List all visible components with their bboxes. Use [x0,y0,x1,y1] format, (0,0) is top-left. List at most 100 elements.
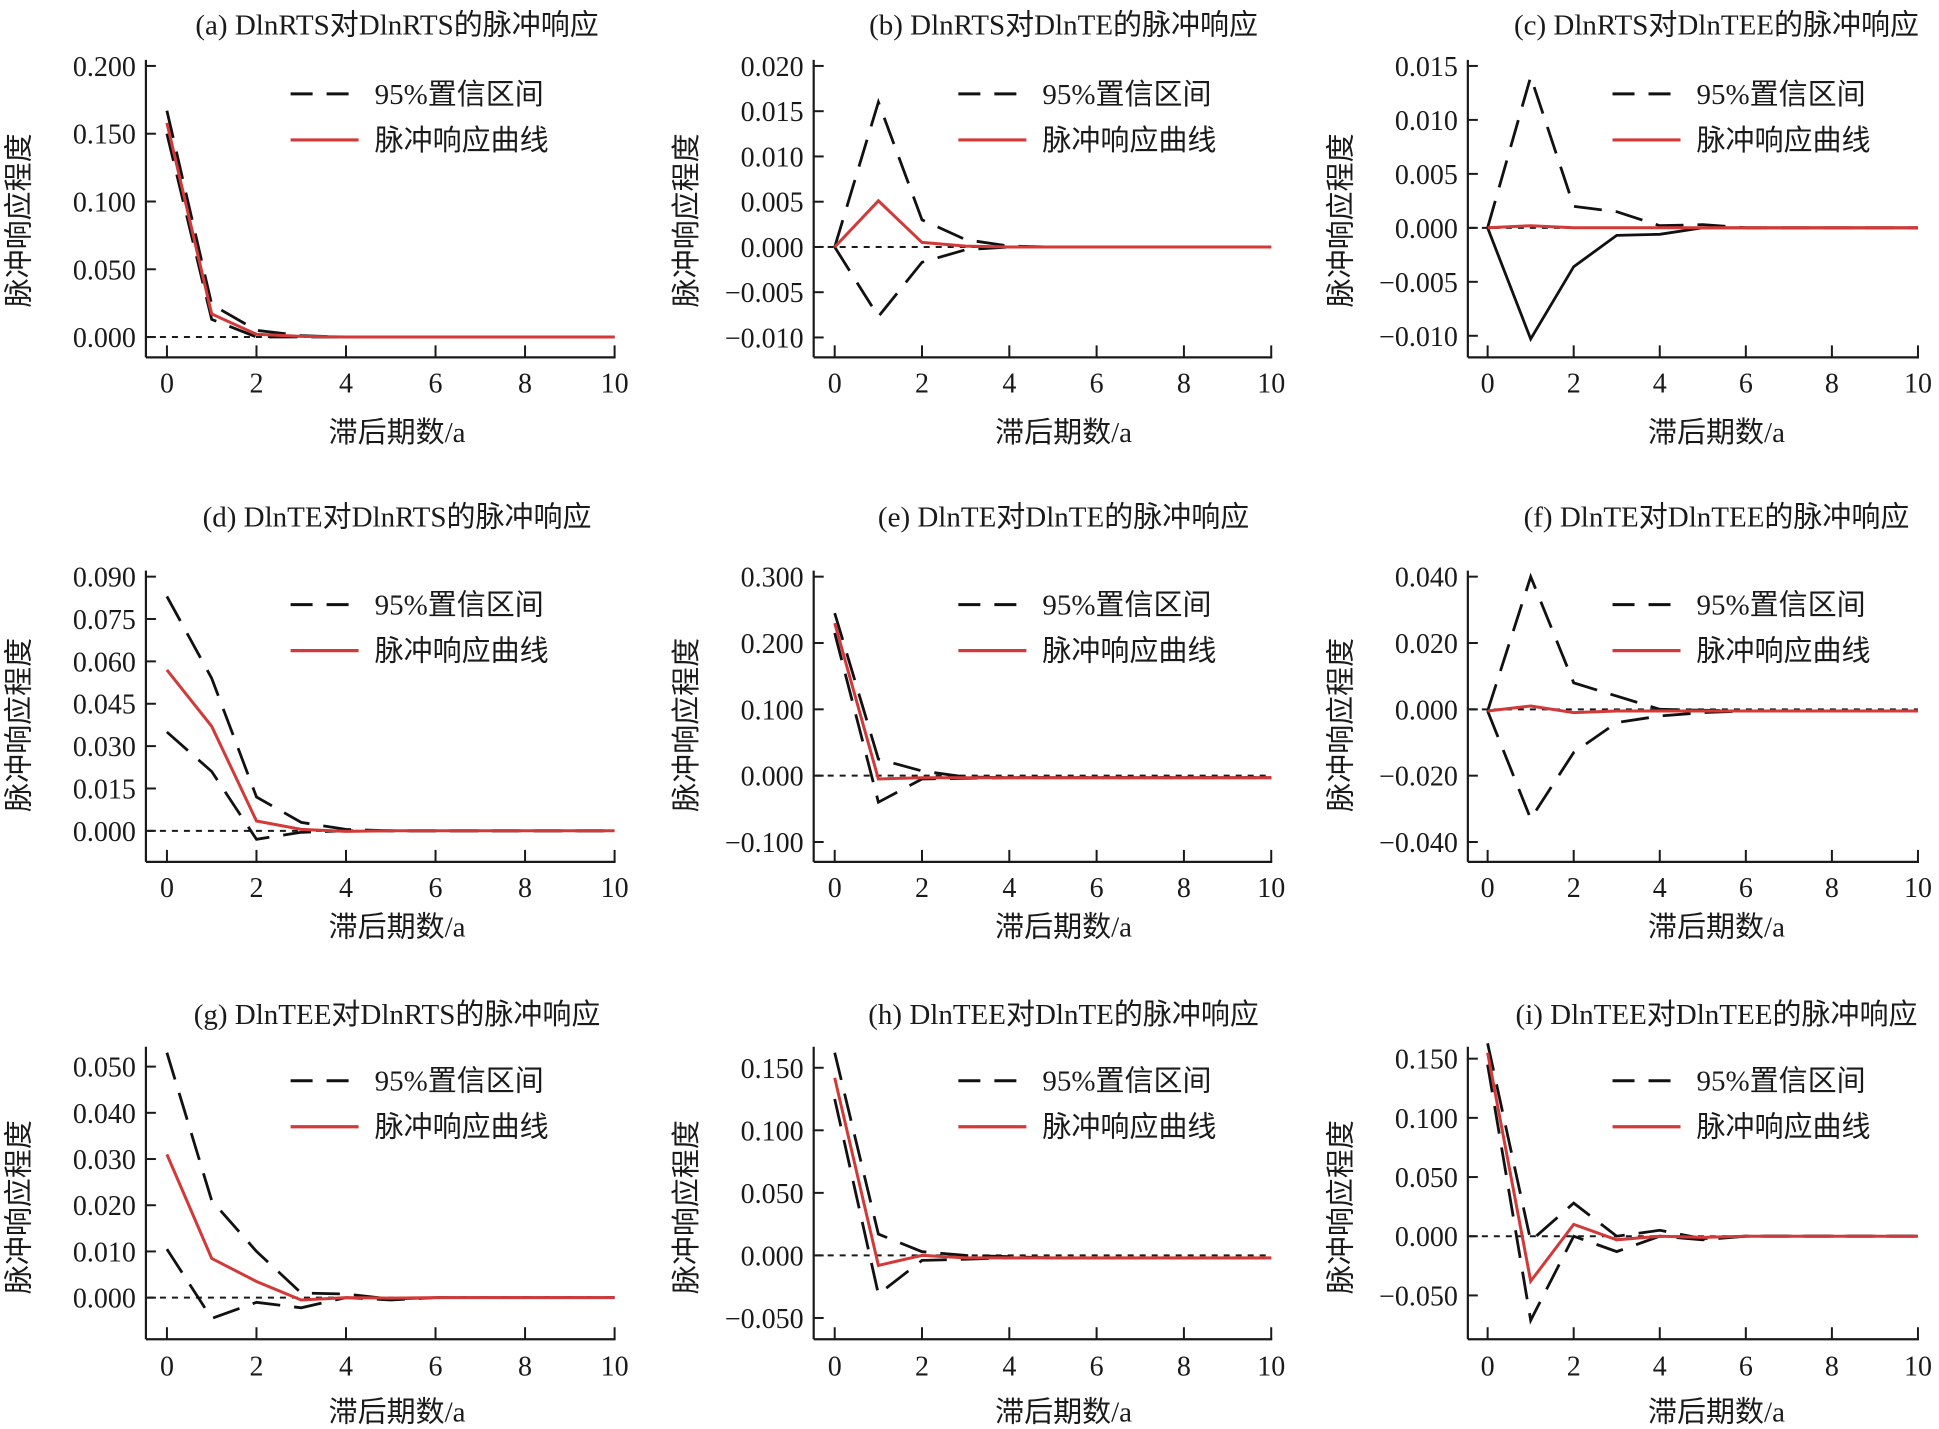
y-tick-label: 0.075 [73,605,136,636]
x-tick-label: 8 [518,873,532,904]
legend-irf-label: 脉冲响应曲线 [1697,124,1871,157]
panel-title: (e) DlnTE对DlnTE的脉冲响应 [878,501,1249,534]
y-tick-label: 0.060 [73,647,136,678]
y-tick-label: 0.200 [73,52,136,83]
x-tick-label: 8 [518,368,532,399]
ci-lower-line [165,1248,615,1321]
y-tick-label: 0.040 [73,1099,136,1130]
x-tick-label: 6 [1739,368,1753,399]
x-tick-label: 0 [828,368,842,399]
x-tick-label: 6 [1090,1351,1104,1382]
x-tick-label: 0 [160,873,174,904]
y-axis-label: 脉冲响应程度 [670,133,703,307]
x-tick-label: 8 [1177,368,1191,399]
x-tick-label: 2 [1567,368,1581,399]
legend-ci-label: 95%置信区间 [1042,1065,1211,1098]
y-tick-label: 0.015 [1395,52,1458,83]
x-tick-label: 2 [249,1351,263,1382]
y-tick-label: 0.020 [741,52,804,83]
panel-title: (a) DlnRTS对DlnRTS的脉冲响应 [195,9,598,42]
y-tick-label: 0.000 [73,817,136,848]
y-tick-label: −0.005 [725,278,804,309]
y-tick-label: 0.100 [1395,1104,1458,1135]
x-tick-label: 2 [915,368,929,399]
legend-ci-label: 95%置信区间 [375,78,544,111]
x-tick-label: 10 [1257,1351,1285,1382]
ci-lower-line [1486,1064,1918,1325]
y-tick-label: 0.000 [741,762,804,793]
y-tick-label: 0.050 [1395,1163,1458,1194]
y-tick-label: 0.050 [741,1179,804,1210]
x-tick-label: 0 [1481,368,1495,399]
legend-irf-label: 脉冲响应曲线 [1697,635,1871,668]
legend-ci-label: 95%置信区间 [375,1065,544,1098]
panel-title: (h) DlnTEE对DlnTE的脉冲响应 [868,998,1259,1031]
irf-line [1486,1052,1918,1285]
y-tick-label: 0.015 [741,97,804,128]
series-group [165,595,615,841]
y-tick-label: 0.150 [73,120,136,151]
irf-line [165,1153,615,1302]
x-tick-label: 2 [915,873,929,904]
y-tick-label: 0.050 [73,1053,136,1084]
x-tick-label: 8 [1825,368,1839,399]
y-tick-label: 0.100 [741,695,804,726]
legend-ci-label: 95%置信区间 [375,589,544,622]
x-tick-label: 4 [1002,1351,1016,1382]
y-tick-label: −0.100 [725,828,804,859]
panel-title: (c) DlnRTS对DlnTEE的脉冲响应 [1514,9,1919,42]
x-axis-label: 滞后期数/a [1648,911,1785,944]
x-tick-label: 0 [828,1351,842,1382]
x-tick-label: 2 [1567,873,1581,904]
irf-line [833,622,1272,781]
x-tick-label: 10 [1904,1351,1932,1382]
y-tick-label: 0.300 [741,563,804,594]
x-tick-label: 0 [828,873,842,904]
ci-lower-line [165,730,615,841]
x-tick-label: 4 [339,368,353,399]
series-group [1486,572,1918,822]
legend-irf-label: 脉冲响应曲线 [1042,1111,1216,1144]
y-tick-label: 0.100 [73,187,136,218]
y-tick-label: 0.030 [73,1145,136,1176]
legend-ci-label: 95%置信区间 [1042,589,1211,622]
x-tick-label: 10 [1257,368,1285,399]
irf-line [1487,704,1918,715]
legend-irf-label: 脉冲响应曲线 [1697,1111,1871,1144]
series-group [1486,1043,1918,1325]
y-tick-label: 0.000 [741,1241,804,1272]
x-tick-label: 8 [1825,1351,1839,1382]
x-tick-label: 10 [1904,873,1932,904]
x-tick-label: 4 [339,873,353,904]
y-tick-label: 0.000 [73,323,136,354]
x-tick-label: 4 [1002,873,1016,904]
y-tick-label: 0.100 [741,1116,804,1147]
ci-lower-line [1486,226,1918,343]
x-tick-label: 6 [1090,873,1104,904]
x-tick-label: 6 [429,873,443,904]
ci-lower-line [833,245,1272,320]
y-tick-label: 0.050 [73,255,136,286]
x-tick-label: 4 [1653,873,1667,904]
ci-lower-line [165,133,615,339]
y-tick-label: 0.010 [1395,106,1458,137]
panel-title: (g) DlnTEE对DlnRTS的脉冲响应 [194,998,601,1031]
x-axis-label: 滞后期数/a [995,911,1132,944]
series-group [1486,71,1918,343]
y-tick-label: 0.020 [1395,629,1458,660]
x-axis-label: 滞后期数/a [1648,416,1785,449]
x-tick-label: 2 [249,368,263,399]
series-group [833,97,1272,320]
y-tick-label: −0.005 [1379,268,1458,299]
x-tick-label: 4 [1653,368,1667,399]
irf-line [833,198,1272,249]
x-tick-label: 0 [1481,1351,1495,1382]
y-tick-label: 0.005 [1395,160,1458,191]
